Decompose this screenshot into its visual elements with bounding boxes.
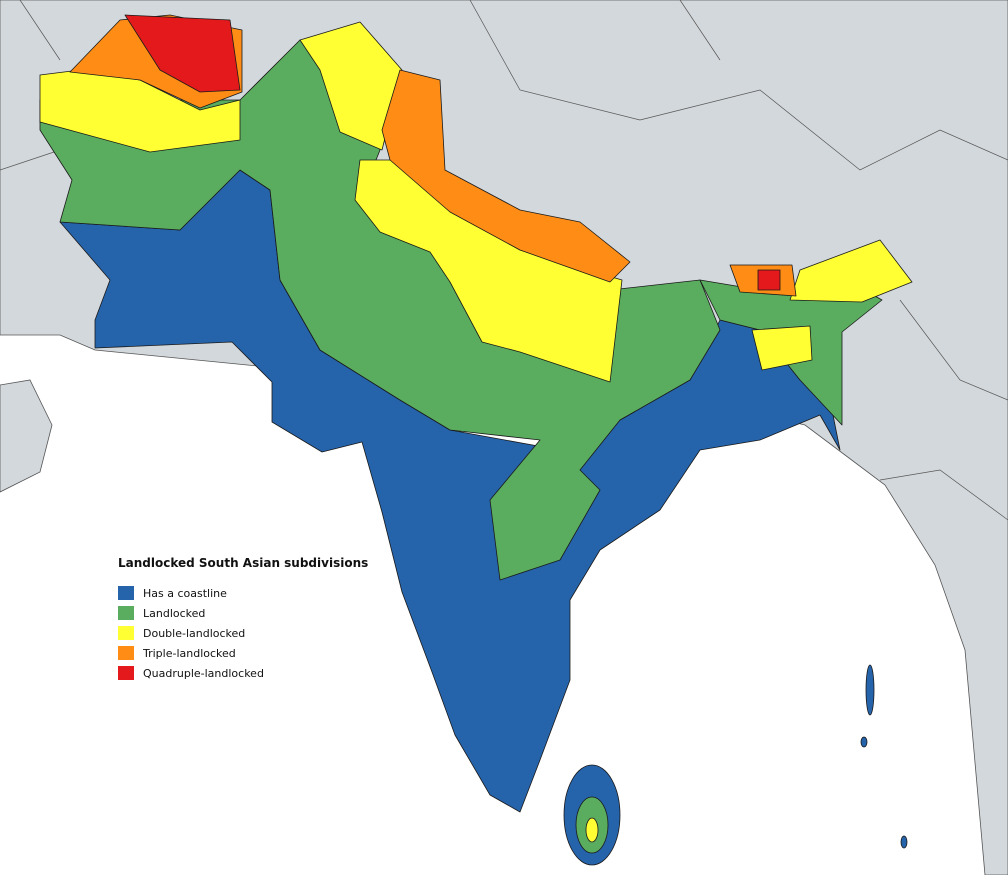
- legend-swatch: [118, 666, 134, 680]
- nicobar-island: [900, 835, 908, 849]
- andaman-island: [860, 736, 868, 748]
- double-landlocked-region: [299, 21, 403, 151]
- triple-landlocked-region: [381, 69, 631, 283]
- quadruple-landlocked-region: [124, 14, 241, 93]
- legend-label: Triple-landlocked: [142, 647, 236, 660]
- legend-swatch: [118, 606, 134, 620]
- legend-label: Landlocked: [143, 607, 205, 620]
- quadruple-landlocked-region: [757, 269, 781, 291]
- legend-title: Landlocked South Asian subdivisions: [118, 556, 368, 570]
- subdivisions: [39, 14, 913, 866]
- arabia: [0, 379, 53, 493]
- legend-label: Quadruple-landlocked: [143, 667, 264, 680]
- legend-label: Double-landlocked: [143, 627, 245, 640]
- legend-items: Has a coastline Landlocked Double-landlock…: [118, 586, 264, 680]
- legend-swatch: [118, 586, 134, 600]
- double-landlocked-region: [751, 325, 813, 371]
- legend-swatch: [118, 626, 134, 640]
- andaman-island: [865, 664, 875, 716]
- legend-label: Has a coastline: [143, 587, 227, 600]
- landlocked-region: [39, 39, 721, 581]
- sri-lanka-centre: [585, 817, 599, 843]
- legend-swatch: [118, 646, 134, 660]
- legend: Landlocked South Asian subdivisions Has …: [118, 556, 368, 680]
